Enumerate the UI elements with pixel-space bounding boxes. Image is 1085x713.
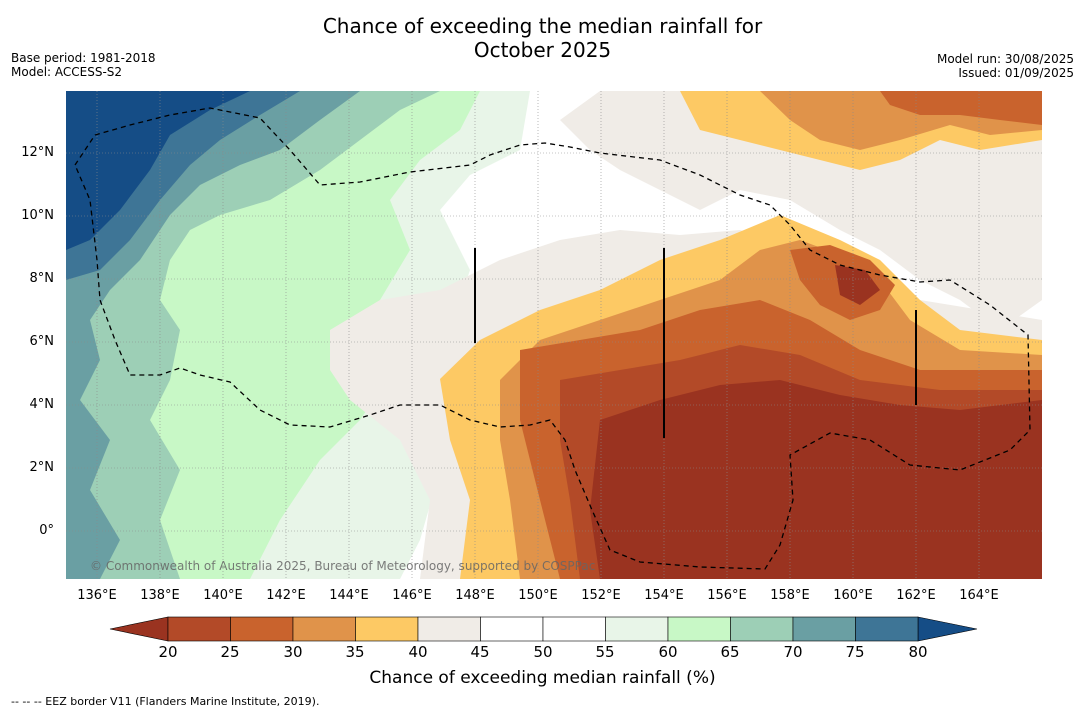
lon-label: 140°E	[203, 588, 243, 603]
title-line-2: October 2025	[473, 38, 612, 62]
contour-layer	[66, 91, 1042, 579]
colorbar-tick: 80	[908, 643, 928, 661]
lat-label: 4°N	[29, 397, 55, 412]
lon-label: 136°E	[77, 588, 117, 603]
base-period: Base period: 1981-2018	[11, 51, 156, 65]
colorbar-low-extend	[109, 616, 169, 642]
colorbar-tick: 50	[533, 643, 553, 661]
colorbar-tick: 60	[658, 643, 678, 661]
contour-band-above-80	[66, 91, 250, 250]
lon-label: 146°E	[392, 588, 432, 603]
issued-date: Issued: 01/09/2025	[958, 66, 1074, 80]
colorbar-tick: 30	[283, 643, 303, 661]
model-name: Model: ACCESS-S2	[11, 65, 123, 79]
colorbar-tick: 20	[158, 643, 178, 661]
colorbar-tick: 55	[595, 643, 615, 661]
lat-label: 12°N	[21, 145, 54, 160]
lat-label: 0°	[39, 523, 54, 538]
colorbar-tick: 45	[470, 643, 490, 661]
title-line-1: Chance of exceeding the median rainfall …	[322, 14, 763, 38]
colorbar-tick: 35	[345, 643, 365, 661]
colorbar-label: Chance of exceeding median rainfall (%)	[369, 668, 716, 688]
lon-label: 142°E	[266, 588, 306, 603]
colorbar-tick: 75	[845, 643, 865, 661]
colorbar-segment	[792, 616, 856, 642]
lat-label: 10°N	[21, 208, 54, 223]
colorbar-segment	[417, 616, 481, 642]
colorbar-segment	[667, 616, 731, 642]
contour-patch-ne-30	[880, 91, 1042, 125]
colorbar-segment	[542, 616, 606, 642]
lat-label: 2°N	[29, 460, 55, 475]
colorbar-tick: 40	[408, 643, 428, 661]
colorbar-segment	[605, 616, 669, 642]
eez-footnote: -- -- -- EEZ border V11 (Flanders Marine…	[11, 695, 320, 708]
meridian-markers	[474, 248, 917, 438]
lon-label: 164°E	[959, 588, 999, 603]
lat-label: 8°N	[29, 271, 55, 286]
colorbar	[109, 616, 978, 642]
colorbar-segment	[167, 616, 231, 642]
lon-label: 144°E	[329, 588, 369, 603]
lon-label: 150°E	[518, 588, 558, 603]
colorbar-segment	[480, 616, 544, 642]
contour-band-45	[560, 91, 1042, 330]
colorbar-segment	[855, 616, 919, 642]
colorbar-tick: 65	[720, 643, 740, 661]
map-title: Chance of exceeding the median rainfall …	[0, 14, 1085, 62]
run-info: Model run: 30/08/2025 Issued: 01/09/2025	[937, 52, 1074, 80]
copyright-notice: © Commonwealth of Australia 2025, Bureau…	[90, 559, 596, 573]
lon-label: 148°E	[455, 588, 495, 603]
colorbar-segment	[230, 616, 294, 642]
lon-label: 162°E	[896, 588, 936, 603]
contour-patch-central-20	[835, 265, 880, 305]
colorbar-tick: 70	[783, 643, 803, 661]
lon-label: 160°E	[833, 588, 873, 603]
lon-label: 152°E	[581, 588, 621, 603]
model-run: Model run: 30/08/2025	[936, 52, 1074, 66]
lon-label: 138°E	[140, 588, 180, 603]
lon-label: 154°E	[644, 588, 684, 603]
colorbar-tick: 25	[220, 643, 240, 661]
colorbar-segment	[355, 616, 419, 642]
lon-label: 156°E	[707, 588, 747, 603]
contour-band-20	[590, 380, 1042, 579]
graticule	[66, 91, 1042, 579]
lon-label: 158°E	[770, 588, 810, 603]
lat-label: 6°N	[29, 334, 55, 349]
colorbar-segment	[730, 616, 794, 642]
model-info: Base period: 1981-2018 Model: ACCESS-S2	[11, 51, 156, 79]
colorbar-high-extend	[917, 616, 978, 642]
colorbar-segment	[292, 616, 356, 642]
